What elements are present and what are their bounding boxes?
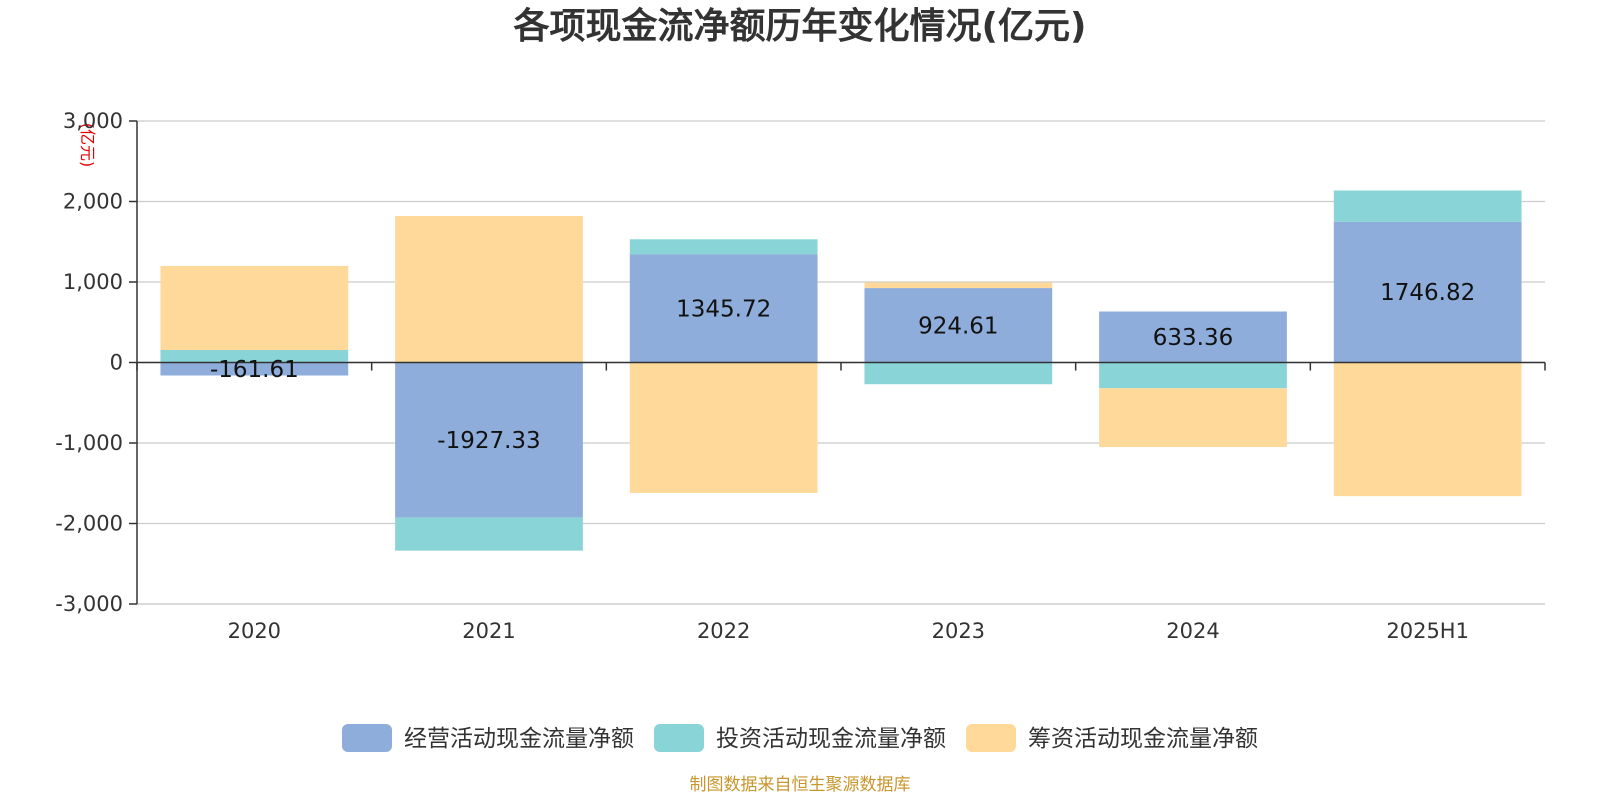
legend-label-3: 筹资活动现金流量净额 [1028, 726, 1258, 752]
data-source-note: 制图数据来自恒生聚源数据库 [690, 775, 911, 795]
data-label: 1746.82 [1380, 280, 1475, 306]
bar-labels: -161.61 -1927.33 1345.72 924.61 633.36 1746.8… [210, 280, 1475, 454]
y-tick-label: 3,000 [63, 109, 123, 133]
data-label: 1345.72 [676, 296, 771, 322]
x-tick-label: 2022 [697, 619, 750, 643]
legend-label-2: 投资活动现金流量净额 [716, 726, 946, 752]
legend: 经营活动现金流量净额 投资活动现金流量净额 筹资活动现金流量净额 [342, 724, 1258, 752]
x-tick-label: 2025H1 [1386, 619, 1469, 643]
bar-1-2024 [1099, 311, 1287, 363]
bar-2-2024 [1099, 362, 1287, 389]
x-tick-label: 2021 [462, 619, 515, 643]
legend-swatch-3 [966, 724, 1016, 752]
bar-3-2021 [395, 215, 583, 363]
bar-2-2020 [160, 350, 349, 363]
bar-1-2020 [160, 362, 349, 376]
axes: 3,000 2,000 1,000 0 -1,000 -2,000 -3,000 2020 20… [55, 109, 1546, 643]
x-tick-label: 2020 [228, 619, 281, 643]
bar-2-2025H1 [1333, 190, 1522, 222]
data-label: 633.36 [1153, 325, 1233, 351]
bar-3-2025H1 [1333, 362, 1522, 497]
bar-1-2021 [395, 362, 583, 518]
bar-3-2024 [1099, 388, 1287, 448]
y-tick-label: -1,000 [55, 431, 123, 455]
y-axis-unit-label: (亿元) [78, 123, 97, 168]
y-tick-label: -2,000 [55, 512, 123, 536]
data-label: 924.61 [918, 313, 998, 339]
x-tick-label: 2023 [932, 619, 985, 643]
bar-1-2025H1 [1333, 221, 1522, 363]
y-tick-label: 0 [110, 351, 123, 375]
bar-2-2022 [629, 239, 818, 255]
bar-1-2023 [864, 288, 1053, 363]
bar-1-2022 [629, 254, 818, 363]
chart-title: 各项现金流净额历年变化情况(亿元) [514, 5, 1087, 47]
bar-2-2023 [864, 362, 1053, 385]
legend-swatch-2 [654, 724, 704, 752]
y-tick-label: 2,000 [63, 190, 123, 214]
legend-swatch-1 [342, 724, 392, 752]
bar-3-2022 [629, 362, 818, 493]
bars [160, 190, 1522, 551]
y-tick-label: 1,000 [63, 270, 123, 294]
x-tick-label: 2024 [1166, 619, 1219, 643]
bar-3-2020 [160, 265, 349, 351]
y-tick-label: -3,000 [55, 592, 123, 616]
data-label: -161.61 [210, 357, 299, 383]
legend-label-1: 经营活动现金流量净额 [404, 726, 634, 752]
data-label: -1927.33 [437, 428, 540, 454]
bar-2-2021 [395, 517, 583, 551]
bar-3-2023 [864, 282, 1053, 289]
